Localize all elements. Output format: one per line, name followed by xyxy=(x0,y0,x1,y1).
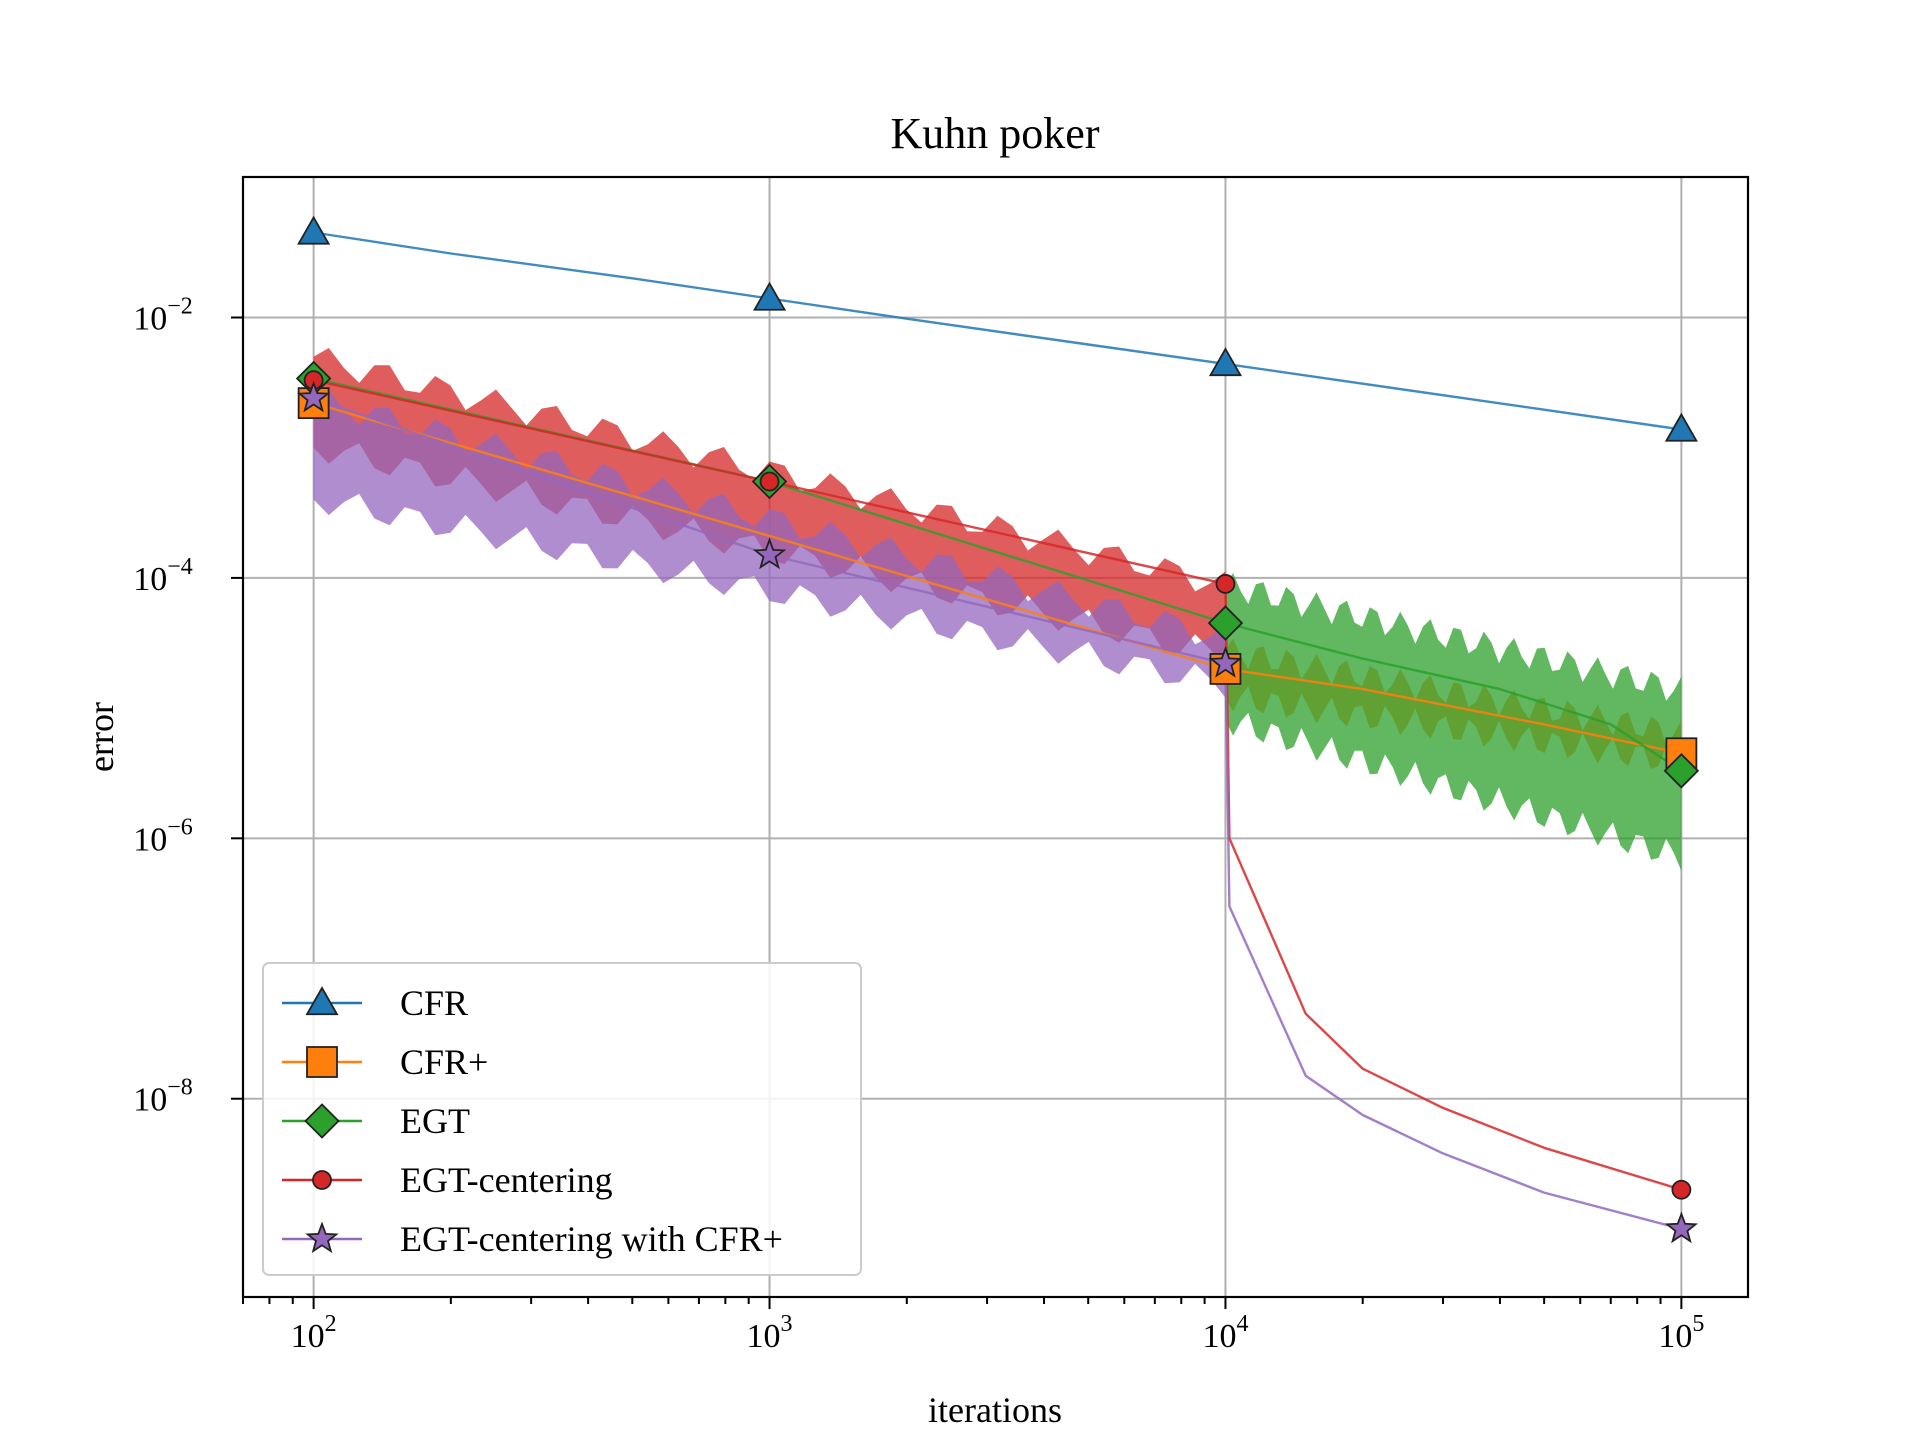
series-line-0 xyxy=(313,231,1682,431)
y-tick-exponent: −8 xyxy=(167,1075,193,1101)
x-tick-label: 105 xyxy=(1658,1311,1704,1355)
x-tick-base: 10 xyxy=(1202,1318,1236,1355)
x-tick-base: 10 xyxy=(1658,1318,1692,1355)
legend-label: CFR xyxy=(400,983,468,1023)
x-tick-base: 10 xyxy=(747,1318,781,1355)
y-axis-label: error xyxy=(81,702,121,772)
data-point xyxy=(1671,1179,1692,1200)
y-tick-label: 10−4 xyxy=(133,554,193,598)
x-axis-label: iterations xyxy=(928,1390,1062,1430)
data-point xyxy=(1664,412,1698,442)
y-tick-base: 10 xyxy=(133,821,167,858)
y-tick-base: 10 xyxy=(133,561,167,598)
x-tick-exponent: 2 xyxy=(325,1311,337,1337)
legend-marker xyxy=(305,1221,339,1254)
data-point xyxy=(752,537,787,570)
legend-marker xyxy=(312,1170,332,1190)
data-point xyxy=(1664,1211,1699,1244)
x-tick-exponent: 3 xyxy=(781,1311,793,1337)
x-tick-label: 103 xyxy=(747,1311,793,1355)
y-tick-label: 10−6 xyxy=(133,814,193,858)
legend-label: EGT-centering xyxy=(400,1160,613,1200)
x-tick-exponent: 4 xyxy=(1236,1311,1248,1337)
x-tick-label: 102 xyxy=(291,1311,337,1355)
y-tick-base: 10 xyxy=(133,301,167,338)
y-tick-exponent: −4 xyxy=(167,554,193,580)
y-tick-label: 10−8 xyxy=(133,1075,193,1119)
data-point xyxy=(296,380,331,413)
legend-label: EGT xyxy=(400,1101,470,1141)
legend-label: EGT-centering with CFR+ xyxy=(400,1219,783,1259)
x-tick-label: 104 xyxy=(1202,1311,1248,1355)
legend-marker xyxy=(304,1103,340,1139)
series-band-2 xyxy=(1225,573,1682,871)
data-point xyxy=(752,281,787,311)
data-point xyxy=(1663,753,1700,789)
x-tick-exponent: 5 xyxy=(1692,1311,1704,1337)
data-point xyxy=(759,471,780,492)
chart-title: Kuhn poker xyxy=(891,109,1100,158)
data-point xyxy=(1208,347,1243,377)
legend-marker xyxy=(306,1046,338,1078)
legend-box xyxy=(262,962,862,1276)
series-markers xyxy=(295,215,1700,1244)
legend: CFR CFR+ EGT EGT-centering EGT-centering wit… xyxy=(262,962,862,1276)
series-line-1 xyxy=(313,401,1682,755)
y-tick-exponent: −6 xyxy=(167,814,193,840)
legend-marker xyxy=(305,986,339,1016)
plot-frame xyxy=(241,175,1750,1299)
data-point xyxy=(297,215,331,245)
data-point xyxy=(1207,605,1244,641)
y-tick-base: 10 xyxy=(133,1082,167,1119)
series-lines xyxy=(313,231,1683,1231)
y-tick-exponent: −2 xyxy=(167,294,193,320)
series-line-4 xyxy=(313,397,1682,1231)
series-line-3 xyxy=(313,379,1682,1191)
y-tick-label: 10−2 xyxy=(133,294,193,338)
data-point xyxy=(1215,573,1236,594)
x-tick-base: 10 xyxy=(291,1318,325,1355)
legend-label: CFR+ xyxy=(400,1042,488,1082)
data-point xyxy=(1208,645,1243,678)
